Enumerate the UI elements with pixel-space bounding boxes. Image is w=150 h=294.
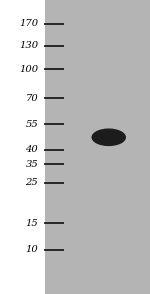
Text: 130: 130: [19, 41, 38, 50]
Text: 15: 15: [26, 219, 38, 228]
Bar: [0, 0, 45, 294]
Text: 10: 10: [26, 245, 38, 254]
Text: 170: 170: [19, 19, 38, 28]
Ellipse shape: [92, 128, 126, 146]
Text: 35: 35: [26, 160, 38, 168]
Text: 100: 100: [19, 65, 38, 74]
Text: 40: 40: [26, 146, 38, 154]
Bar: [45, 0, 150, 294]
Text: 25: 25: [26, 178, 38, 187]
Text: 70: 70: [26, 94, 38, 103]
Text: 55: 55: [26, 120, 38, 129]
